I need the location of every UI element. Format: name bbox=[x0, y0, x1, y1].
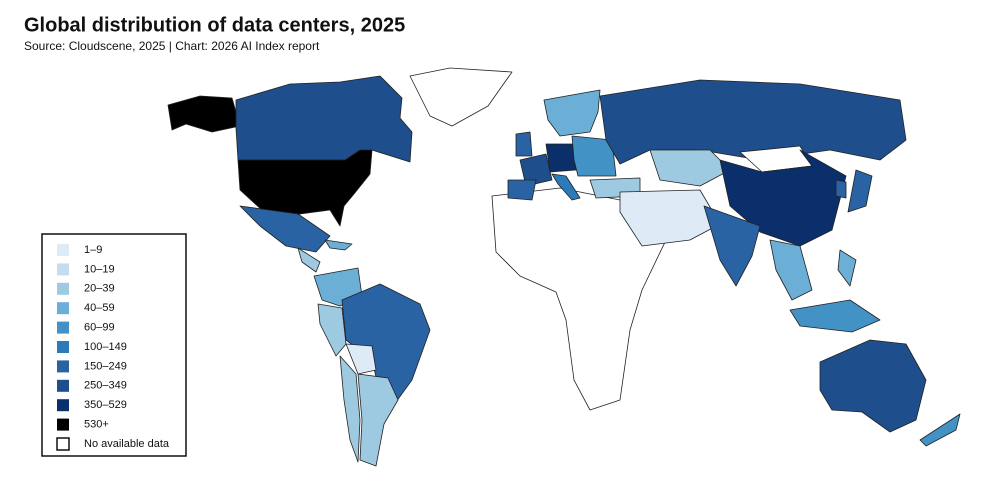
legend-swatch bbox=[57, 263, 69, 276]
legend-swatch bbox=[57, 302, 69, 315]
legend-label: 20–39 bbox=[84, 283, 115, 295]
country bbox=[571, 135, 617, 177]
country bbox=[719, 149, 847, 247]
country bbox=[167, 95, 241, 133]
country bbox=[819, 339, 927, 433]
legend-label: 100–149 bbox=[84, 341, 127, 353]
legend-swatch bbox=[57, 341, 69, 353]
country bbox=[297, 247, 321, 273]
country bbox=[847, 169, 873, 213]
legend-label: 60–99 bbox=[84, 322, 115, 334]
country bbox=[551, 173, 581, 201]
country bbox=[409, 67, 513, 127]
country bbox=[235, 75, 413, 163]
country bbox=[507, 179, 537, 201]
country bbox=[545, 143, 577, 173]
legend-swatch bbox=[57, 244, 69, 256]
country bbox=[339, 355, 361, 463]
country bbox=[649, 149, 731, 187]
country bbox=[789, 299, 881, 333]
countries bbox=[167, 67, 961, 467]
legend-label: 1–9 bbox=[84, 244, 102, 256]
country bbox=[357, 373, 399, 467]
country bbox=[317, 303, 347, 357]
title: Global distribution of data centers, 202… bbox=[24, 14, 405, 36]
legend-label: 150–249 bbox=[84, 360, 127, 372]
legend-label: No available data bbox=[84, 438, 170, 450]
country bbox=[543, 89, 601, 137]
country bbox=[519, 153, 553, 187]
legend-swatch bbox=[57, 360, 69, 373]
country bbox=[239, 205, 331, 253]
country bbox=[769, 239, 813, 301]
legend-swatch bbox=[56, 437, 70, 451]
legend-label: 530+ bbox=[84, 419, 109, 431]
subtitle: Source: Cloudscene, 2025 | Chart: 2026 A… bbox=[24, 39, 320, 53]
country bbox=[919, 413, 961, 447]
legend-label: 350–529 bbox=[84, 399, 127, 411]
legend-label: 40–59 bbox=[84, 302, 115, 314]
country bbox=[345, 343, 377, 375]
legend-swatch bbox=[57, 282, 69, 295]
legend-swatch bbox=[57, 321, 69, 334]
legend-swatch bbox=[57, 399, 69, 412]
legend-swatch bbox=[57, 418, 69, 431]
country bbox=[837, 249, 857, 287]
legend-label: 250–349 bbox=[84, 380, 127, 392]
country bbox=[324, 239, 353, 251]
country bbox=[619, 189, 721, 247]
country bbox=[835, 179, 847, 199]
country bbox=[515, 131, 533, 157]
country bbox=[703, 205, 761, 287]
legend: 1–9 10–19 20–39 40–59 60–99 100–149 150–249 250… bbox=[56, 244, 170, 451]
legend-swatch bbox=[57, 379, 69, 392]
legend-label: 10–19 bbox=[84, 263, 115, 275]
country bbox=[599, 79, 907, 165]
